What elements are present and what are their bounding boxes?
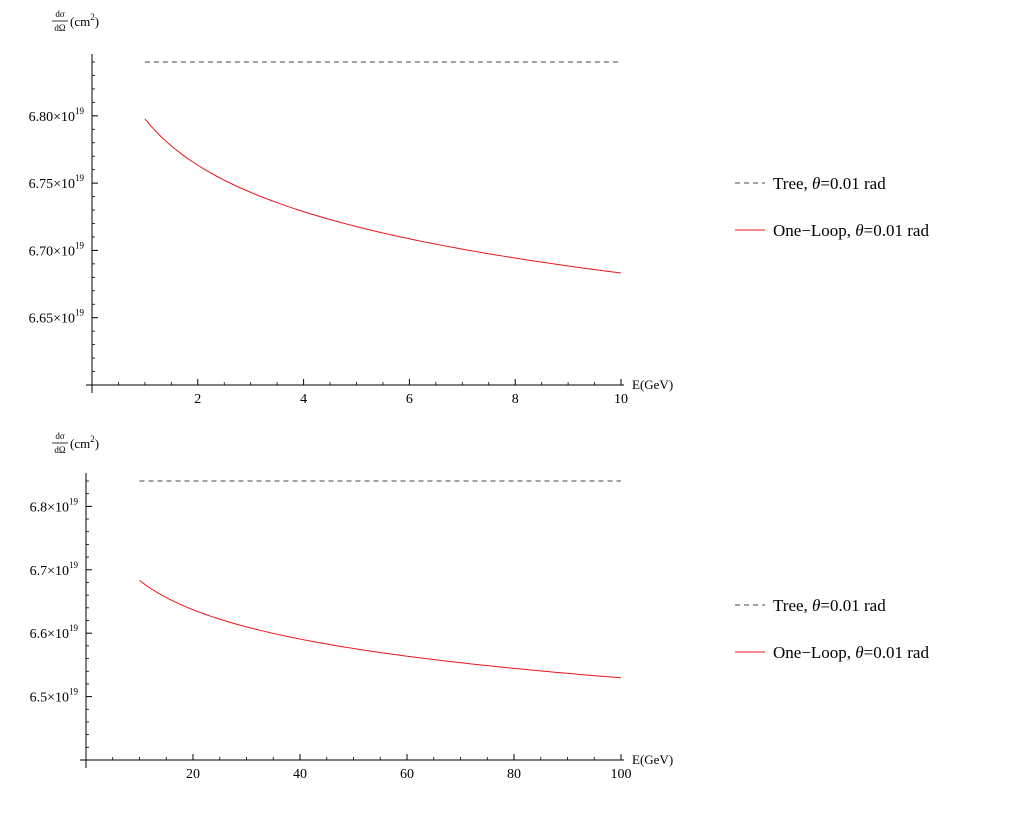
chart-energy-0-10: 2 4 6 8 10E(GeV)6.65×10196.70×10196.75×10196…	[29, 9, 930, 407]
series-line-one-loop	[139, 580, 622, 679]
legend-label-tree: Tree, θ=0.01 rad	[773, 596, 886, 615]
y-tick-exponent: 19	[75, 106, 85, 116]
y-tick-label: 6.65×1019	[29, 308, 85, 327]
y-axis-label: dσ dΩ (cm2)	[52, 9, 99, 33]
y-tick-mantissa: 6.65×10	[29, 312, 75, 327]
legend-label-tree: Tree, θ=0.01 rad	[773, 174, 886, 193]
y-tick-exponent: 19	[75, 173, 85, 183]
legend-theta-symbol: θ	[812, 596, 820, 615]
chart-energy-0-100: 20 40 60 80 100E(GeV)6.5×10196.6×10196.7×101…	[30, 431, 930, 782]
x-tick-label: 40	[293, 767, 307, 782]
x-tick-label: 8	[512, 392, 519, 407]
y-tick-exponent: 19	[69, 496, 79, 506]
legend-prefix: One−Loop,	[773, 643, 855, 662]
legend-suffix: =0.01 rad	[864, 221, 930, 240]
y-tick-exponent: 19	[75, 308, 85, 318]
legend-suffix: =0.01 rad	[864, 643, 930, 662]
y-label-denominator: dΩ	[54, 23, 66, 33]
y-tick-label: 6.80×1019	[29, 106, 85, 125]
y-tick-mantissa: 6.80×10	[29, 110, 75, 125]
y-tick-mantissa: 6.6×10	[30, 627, 69, 642]
y-tick-mantissa: 6.7×10	[30, 564, 69, 579]
y-label-unit-close: )	[95, 436, 99, 451]
y-label-numerator: dσ	[55, 431, 65, 441]
y-label-unit-close: )	[95, 14, 99, 29]
y-label-unit-exp: 2	[90, 434, 95, 444]
y-tick-label: 6.7×1019	[30, 560, 79, 579]
y-label-unit-base: (cm	[70, 436, 90, 451]
x-tick-label: 20	[186, 767, 200, 782]
x-tick-label: 100	[611, 767, 632, 782]
y-tick-exponent: 19	[69, 623, 79, 633]
x-tick-label: 60	[400, 767, 414, 782]
y-label-unit: (cm2)	[70, 12, 99, 29]
y-tick-label: 6.75×1019	[29, 173, 85, 192]
legend-theta-symbol: θ	[812, 174, 820, 193]
legend-prefix: Tree,	[773, 596, 812, 615]
legend-theta-symbol: θ	[855, 221, 863, 240]
legend-suffix: =0.01 rad	[820, 174, 886, 193]
y-tick-label: 6.8×1019	[30, 496, 79, 515]
y-label-numerator: dσ	[55, 9, 65, 19]
y-label-unit-base: (cm	[70, 14, 90, 29]
y-label-denominator: dΩ	[54, 445, 66, 455]
legend-theta-symbol: θ	[855, 643, 863, 662]
y-axis-label: dσ dΩ (cm2)	[52, 431, 99, 455]
y-tick-exponent: 19	[69, 687, 79, 697]
y-label-unit-exp: 2	[90, 12, 95, 22]
legend-prefix: Tree,	[773, 174, 812, 193]
y-tick-mantissa: 6.5×10	[30, 691, 69, 706]
y-tick-mantissa: 6.75×10	[29, 177, 75, 192]
y-tick-mantissa: 6.70×10	[29, 244, 75, 259]
y-tick-mantissa: 6.8×10	[30, 500, 69, 515]
y-label-unit: (cm2)	[70, 434, 99, 451]
y-tick-label: 6.70×1019	[29, 240, 85, 259]
series-line-one-loop	[144, 118, 622, 274]
x-axis-label: E(GeV)	[632, 752, 673, 767]
y-tick-exponent: 19	[69, 560, 79, 570]
x-tick-label: 2	[194, 392, 201, 407]
x-axis-label: E(GeV)	[632, 377, 673, 392]
x-tick-label: 6	[406, 392, 413, 407]
y-tick-label: 6.6×1019	[30, 623, 79, 642]
legend-suffix: =0.01 rad	[820, 596, 886, 615]
y-tick-exponent: 19	[75, 240, 85, 250]
x-tick-label: 10	[614, 392, 628, 407]
x-tick-label: 4	[300, 392, 307, 407]
legend-label-one-loop: One−Loop, θ=0.01 rad	[773, 221, 929, 240]
legend-prefix: One−Loop,	[773, 221, 855, 240]
legend-label-one-loop: One−Loop, θ=0.01 rad	[773, 643, 929, 662]
x-tick-label: 80	[507, 767, 521, 782]
y-tick-label: 6.5×1019	[30, 687, 79, 706]
